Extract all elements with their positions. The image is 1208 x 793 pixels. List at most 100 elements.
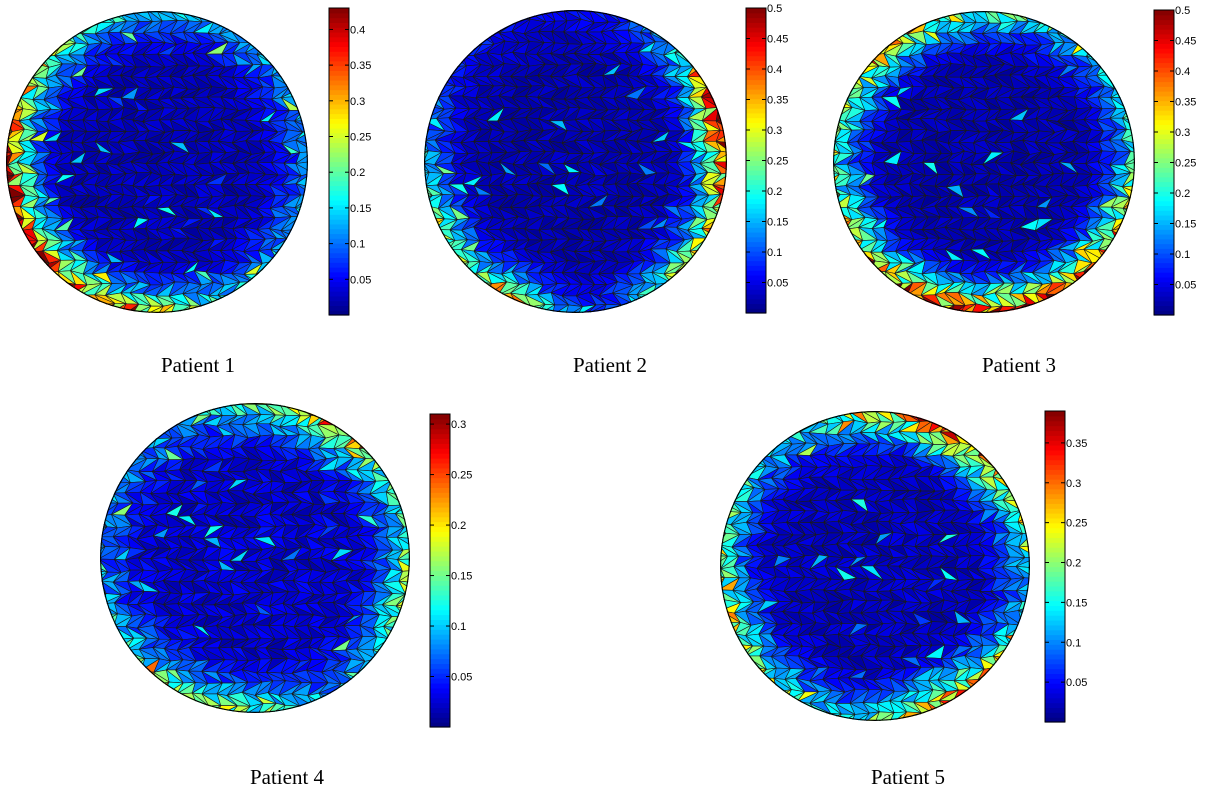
- mesh-element: [57, 20, 77, 35]
- mesh-element: [844, 11, 864, 23]
- colorbar-segment: [329, 41, 349, 47]
- mesh-element: [45, 305, 63, 313]
- colorbar-segment: [329, 103, 349, 110]
- mesh-element: [701, 262, 724, 274]
- colorbar-segment: [329, 276, 349, 283]
- mesh-element: [32, 294, 49, 307]
- mesh-element: [269, 12, 292, 24]
- mesh-element: [833, 282, 854, 294]
- colorbar-segment: [329, 247, 349, 254]
- mesh-element: [833, 301, 839, 306]
- mesh-element: [32, 271, 49, 282]
- mesh-element: [724, 271, 727, 276]
- mesh-element: [701, 10, 722, 22]
- mesh-element: [296, 88, 308, 98]
- mesh-element: [424, 214, 430, 219]
- mesh-element: [896, 11, 914, 22]
- mesh-element: [18, 303, 38, 313]
- mesh-element: [855, 21, 877, 36]
- mesh-element: [1121, 76, 1135, 86]
- mesh-element: [677, 21, 696, 32]
- colorbar-segment: [329, 60, 349, 67]
- mesh-element: [460, 281, 481, 295]
- mesh-element: [269, 281, 289, 296]
- mesh-element: [424, 76, 444, 89]
- mesh-element: [845, 53, 865, 67]
- mesh-element: [1095, 21, 1116, 35]
- mesh-element: [220, 303, 240, 313]
- mesh-element: [67, 11, 87, 25]
- mesh-element: [34, 305, 49, 313]
- mesh-element: [424, 11, 444, 23]
- mesh-element: [246, 22, 264, 34]
- mesh-element: [446, 10, 458, 12]
- mesh-element: [1121, 250, 1135, 262]
- mesh-element: [1122, 90, 1135, 101]
- mesh-element: [919, 11, 933, 13]
- colorbar-segment: [329, 305, 349, 311]
- mesh-element: [246, 32, 264, 44]
- mesh-element: [6, 301, 15, 308]
- mesh-element: [281, 41, 302, 55]
- mesh-element: [424, 66, 446, 77]
- mesh-element: [6, 83, 12, 88]
- mesh-element: [447, 272, 469, 283]
- mesh-element: [81, 11, 100, 24]
- mesh-element: [43, 11, 57, 13]
- mesh-element: [1085, 11, 1102, 22]
- mesh-element: [305, 116, 308, 121]
- mesh-element: [7, 11, 25, 24]
- mesh-element: [650, 10, 670, 22]
- mesh-element: [918, 11, 922, 13]
- mesh-element: [260, 303, 277, 313]
- mesh-element: [6, 237, 24, 250]
- mesh-element: [6, 252, 11, 262]
- mesh-element: [243, 294, 266, 306]
- mesh-element: [305, 33, 308, 36]
- colorbar-segment: [329, 233, 349, 239]
- mesh-element: [282, 282, 304, 296]
- mesh-map-patient-2: [424, 10, 727, 313]
- mesh-element: [625, 303, 645, 313]
- mesh-element: [833, 292, 838, 305]
- mesh-element: [845, 250, 865, 262]
- mesh-element: [42, 33, 62, 46]
- mesh-element: [1073, 22, 1091, 35]
- mesh-element: [244, 11, 265, 24]
- mesh-element: [1070, 283, 1092, 295]
- mesh-element: [1108, 11, 1127, 24]
- mesh-element: [490, 302, 506, 313]
- mesh-element: [474, 10, 493, 23]
- mesh-element: [689, 270, 708, 285]
- colorbar-tick-label: 0.15: [767, 217, 788, 229]
- mesh-element: [42, 20, 62, 35]
- mesh-element: [424, 51, 446, 67]
- mesh-element: [445, 10, 470, 21]
- mesh-element: [447, 293, 468, 306]
- mesh-element: [1083, 20, 1102, 33]
- mesh-element: [434, 10, 449, 12]
- mesh-element: [858, 42, 878, 57]
- mesh-element: [833, 63, 854, 77]
- colorbar-segment: [746, 251, 766, 257]
- mesh-element: [460, 281, 480, 295]
- mesh-element: [1110, 237, 1128, 252]
- mesh-element: [883, 11, 904, 24]
- mesh-element: [28, 11, 46, 13]
- mesh-element: [1132, 99, 1135, 104]
- mesh-element: [31, 294, 49, 307]
- colorbar-tick-label: 0.3: [350, 96, 365, 108]
- mesh-element: [638, 10, 661, 23]
- mesh-element: [6, 31, 12, 44]
- mesh-element: [6, 218, 14, 230]
- mesh-element: [1111, 237, 1128, 251]
- colorbar-segment: [329, 310, 349, 316]
- mesh-element: [6, 280, 12, 285]
- colorbar-segment: [746, 36, 766, 42]
- mesh-element: [21, 305, 38, 313]
- mesh-element: [833, 83, 840, 88]
- mesh-element: [1069, 11, 1092, 24]
- mesh-element: [871, 291, 892, 308]
- colorbar-segment: [746, 12, 766, 19]
- mesh-element: [472, 294, 493, 306]
